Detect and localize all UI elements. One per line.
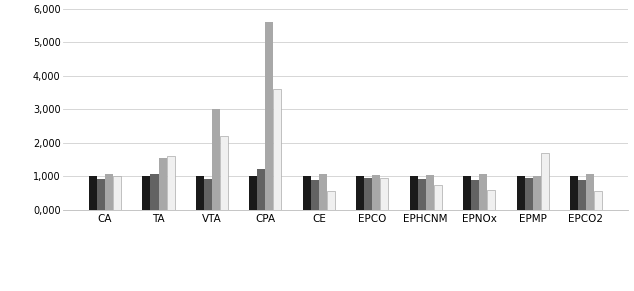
- Bar: [533, 176, 541, 210]
- Bar: [517, 176, 524, 210]
- Bar: [434, 185, 442, 210]
- Bar: [220, 136, 228, 210]
- Bar: [380, 178, 388, 210]
- Bar: [463, 176, 471, 210]
- Bar: [594, 191, 602, 210]
- Bar: [487, 190, 495, 210]
- Bar: [266, 22, 273, 210]
- Bar: [327, 191, 335, 210]
- Bar: [196, 176, 204, 210]
- Bar: [303, 176, 311, 210]
- Bar: [418, 179, 425, 210]
- Bar: [479, 174, 487, 210]
- Bar: [257, 169, 266, 210]
- Bar: [471, 180, 479, 210]
- Bar: [541, 152, 548, 210]
- Bar: [524, 178, 533, 210]
- Bar: [89, 176, 97, 210]
- Bar: [425, 175, 434, 210]
- Bar: [273, 89, 281, 210]
- Bar: [356, 176, 364, 210]
- Bar: [586, 173, 594, 210]
- Bar: [158, 158, 167, 210]
- Bar: [319, 174, 327, 210]
- Bar: [212, 109, 220, 210]
- Bar: [410, 176, 418, 210]
- Bar: [364, 178, 372, 210]
- Bar: [150, 174, 158, 210]
- Bar: [204, 179, 212, 210]
- Bar: [143, 176, 150, 210]
- Bar: [97, 179, 105, 210]
- Bar: [578, 180, 586, 210]
- Bar: [105, 174, 113, 210]
- Bar: [249, 176, 257, 210]
- Bar: [570, 176, 578, 210]
- Bar: [372, 175, 380, 210]
- Bar: [311, 180, 319, 210]
- Bar: [113, 176, 121, 210]
- Bar: [167, 156, 174, 210]
